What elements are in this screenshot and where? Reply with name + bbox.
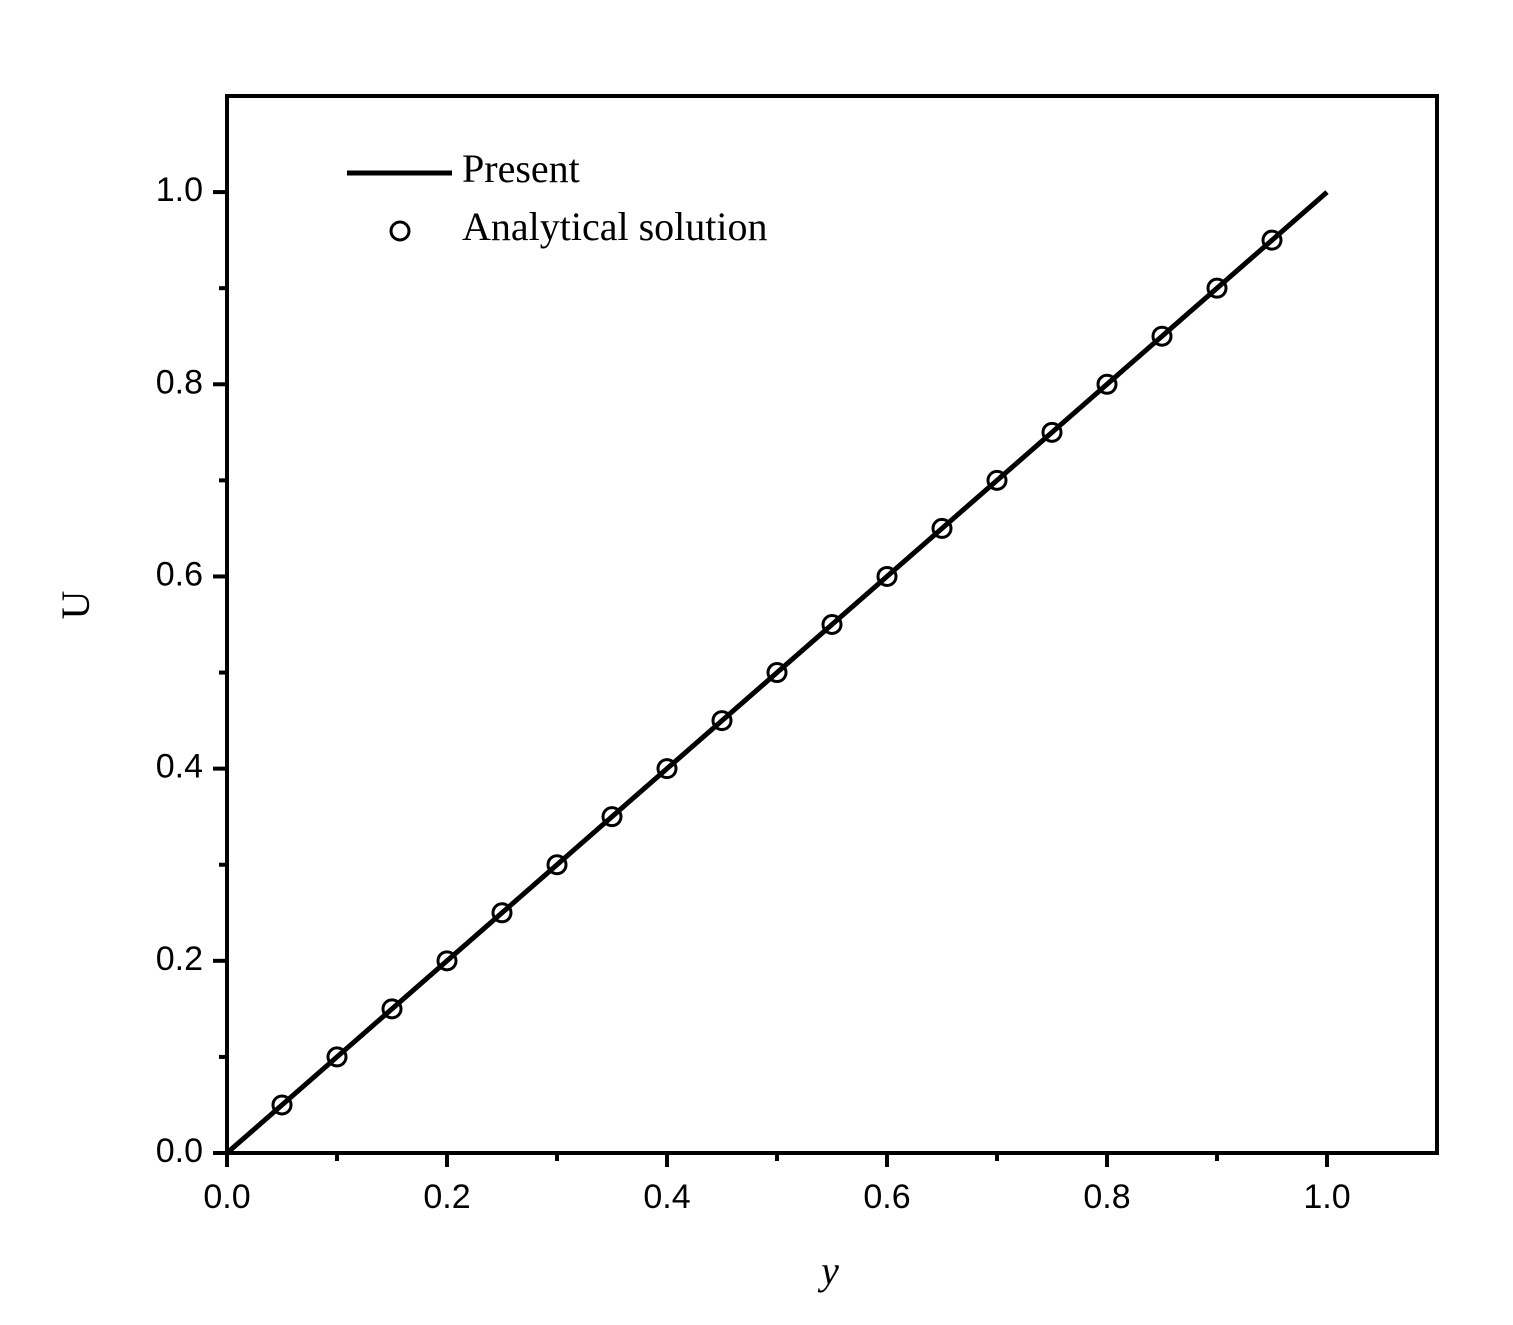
- data-point: [491, 902, 513, 924]
- data-point: [271, 1094, 293, 1116]
- data-point: [656, 758, 678, 780]
- x-tick-label: 0.0: [203, 1178, 250, 1216]
- data-point: [1206, 277, 1228, 299]
- data-point: [1261, 229, 1283, 251]
- x-axis-label: y: [817, 1248, 839, 1293]
- data-point: [1096, 373, 1118, 395]
- data-point: [546, 854, 568, 876]
- data-point: [1041, 421, 1063, 443]
- x-tick-label: 1.0: [1303, 1178, 1350, 1216]
- x-tick-label: 0.6: [863, 1178, 910, 1216]
- data-point: [711, 710, 733, 732]
- data-point: [436, 950, 458, 972]
- x-tick-label: 0.8: [1083, 1178, 1130, 1216]
- y-axis-label: U: [53, 590, 98, 619]
- data-point: [601, 806, 623, 828]
- y-tick-label: 1.0: [156, 171, 203, 209]
- data-point: [1151, 325, 1173, 347]
- data-point: [876, 565, 898, 587]
- x-tick-label: 0.2: [423, 1178, 470, 1216]
- y-tick-label: 0.8: [156, 363, 203, 401]
- y-tick-label: 0.0: [156, 1132, 203, 1170]
- y-tick-label: 0.6: [156, 555, 203, 593]
- data-line: [225, 190, 1329, 1155]
- plot-frame: [225, 94, 1439, 1155]
- data-point: [931, 517, 953, 539]
- data-point: [986, 469, 1008, 491]
- data-point: [381, 998, 403, 1020]
- legend-marker: [389, 220, 411, 242]
- data-point: [326, 1046, 348, 1068]
- legend-label: Present: [462, 146, 580, 191]
- y-tick-label: 0.2: [156, 940, 203, 978]
- x-tick-label: 0.4: [643, 1178, 690, 1216]
- data-point: [821, 614, 843, 635]
- legend-label: Analytical solution: [462, 204, 768, 249]
- data-point: [766, 662, 788, 684]
- y-tick-label: 0.4: [156, 748, 203, 786]
